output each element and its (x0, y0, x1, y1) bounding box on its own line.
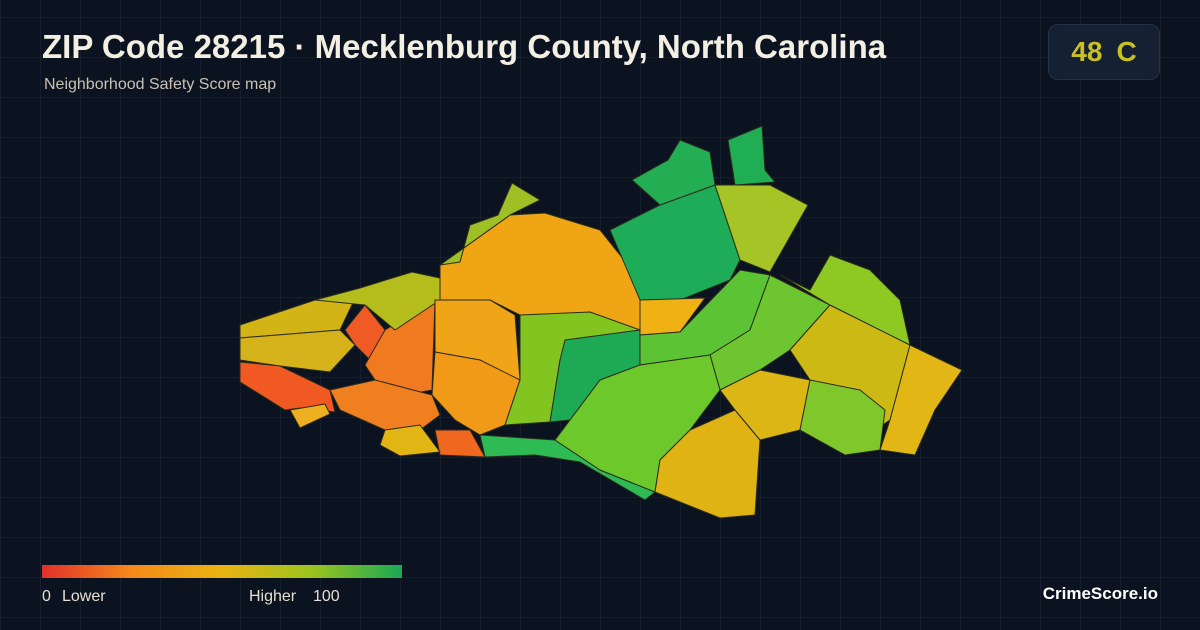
area (631, 139, 716, 206)
area (431, 351, 521, 436)
brand: CrimeScore.io (1042, 584, 1158, 603)
area (379, 424, 441, 457)
area (239, 329, 356, 373)
area (714, 184, 809, 273)
area (439, 182, 541, 266)
area (329, 379, 441, 431)
area (799, 379, 886, 456)
legend-min: 0 (42, 588, 51, 605)
area (779, 254, 911, 346)
legend-gradient (42, 565, 402, 578)
score-badge: 48 C (1048, 24, 1160, 80)
grade: C (1116, 36, 1137, 67)
score: 48 (1071, 36, 1103, 67)
legend-min-label: Lower (62, 588, 106, 605)
area (879, 344, 963, 456)
area (289, 403, 331, 429)
subtitle: Neighborhood Safety Score map (44, 76, 277, 93)
legend-max-label: Higher (249, 588, 297, 605)
legend-max: 100 (313, 588, 340, 605)
area (727, 125, 776, 186)
title: ZIP Code 28215 · Mecklenburg County, Nor… (42, 28, 887, 65)
